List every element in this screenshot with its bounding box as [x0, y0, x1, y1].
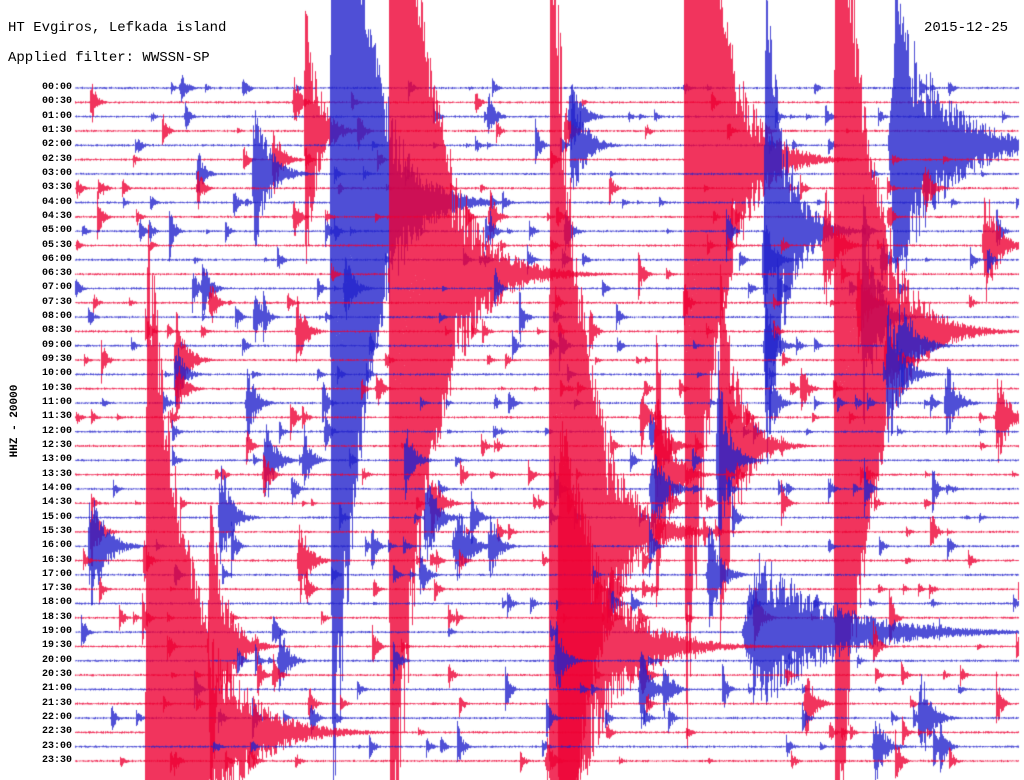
- time-row-label: 03:30: [41, 182, 72, 194]
- time-row-label: 01:00: [41, 110, 72, 122]
- time-row-label: 23:30: [41, 755, 72, 766]
- time-row-label: 09:30: [41, 354, 72, 366]
- time-row-label: 22:00: [41, 712, 72, 724]
- applied-filter-label: Applied filter: WWSSN-SP: [8, 50, 210, 66]
- time-row-label: 14:30: [41, 497, 72, 509]
- time-row-label: 15:00: [41, 511, 72, 523]
- time-row-label: 03:00: [41, 167, 72, 179]
- time-row-label: 21:00: [41, 683, 72, 695]
- time-row-label: 00:00: [41, 82, 72, 93]
- time-row-label: 16:00: [41, 540, 72, 552]
- channel-scale-label: HHZ - 20000: [9, 384, 21, 458]
- time-row-label: 20:30: [41, 669, 72, 681]
- time-row-label: 05:30: [41, 239, 72, 251]
- time-row-label: 17:30: [41, 583, 72, 595]
- time-row-label: 10:30: [41, 382, 72, 394]
- time-row-label: 05:00: [41, 225, 72, 237]
- time-row-label: 21:30: [41, 697, 72, 709]
- time-row-label: 13:00: [41, 454, 72, 466]
- time-row-label: 12:00: [41, 425, 72, 437]
- time-row-label: 02:00: [41, 139, 72, 151]
- time-row-label: 02:30: [41, 153, 72, 165]
- time-row-label: 12:30: [41, 439, 72, 451]
- time-row-label: 07:30: [41, 296, 72, 308]
- time-row-label: 19:30: [41, 640, 72, 652]
- time-row-label: 11:30: [41, 411, 72, 423]
- time-row-label: 15:30: [41, 525, 72, 537]
- time-row-label: 13:30: [41, 468, 72, 480]
- time-row-label: 08:30: [41, 325, 72, 337]
- time-row-label: 10:00: [41, 368, 72, 380]
- time-row-label: 06:30: [41, 268, 72, 280]
- time-row-label: 23:00: [41, 740, 72, 752]
- time-row-label: 00:30: [41, 96, 72, 108]
- time-row-label: 07:00: [41, 282, 72, 294]
- time-row-label: 18:30: [41, 611, 72, 623]
- time-row-label: 22:30: [41, 726, 72, 738]
- station-title: HT Evgiros, Lefkada island: [8, 20, 227, 36]
- time-row-label: 17:00: [41, 568, 72, 580]
- time-row-label: 06:00: [41, 253, 72, 265]
- time-row-label: 09:00: [41, 339, 72, 351]
- time-row-label: 20:00: [41, 654, 72, 666]
- time-row-label: 01:30: [41, 124, 72, 136]
- time-row-label: 16:30: [41, 554, 72, 566]
- time-row-label: 04:00: [41, 196, 72, 208]
- time-row-label: 18:00: [41, 597, 72, 609]
- date-label: 2015-12-25: [923, 20, 1008, 36]
- time-row-label: 19:00: [41, 626, 72, 638]
- time-row-label: 04:30: [41, 210, 72, 222]
- time-row-label: 14:00: [41, 482, 72, 494]
- time-row-label: 11:00: [41, 397, 72, 409]
- time-row-label: 08:00: [41, 311, 72, 323]
